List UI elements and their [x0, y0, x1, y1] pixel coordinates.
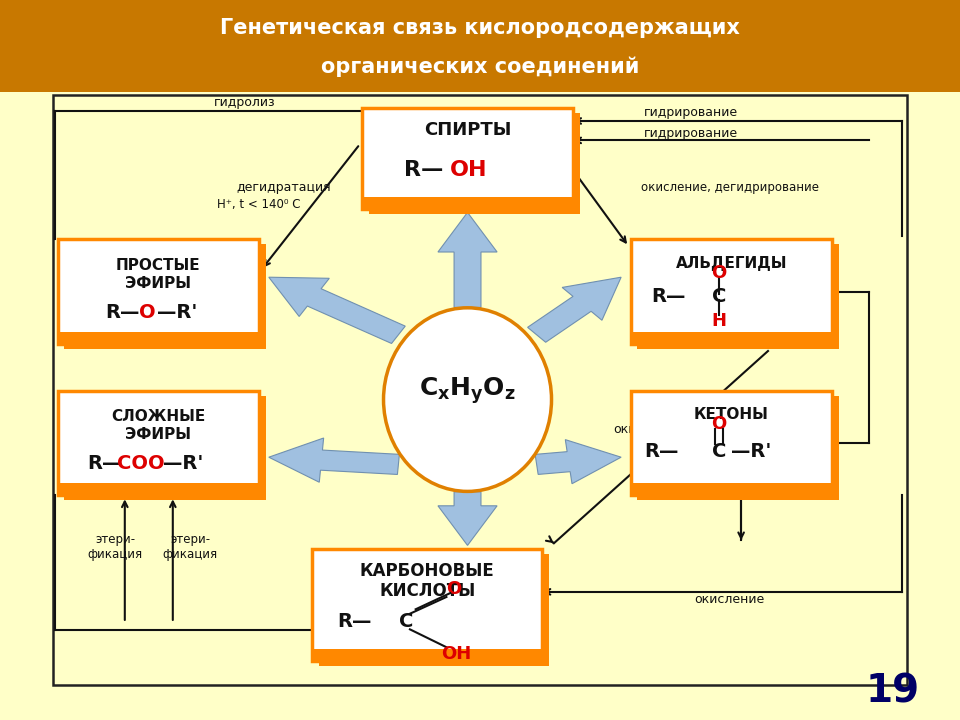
Text: OH: OH — [450, 161, 488, 181]
Text: этери-
фикация: этери- фикация — [162, 534, 218, 561]
Text: СЛОЖНЫЕ: СЛОЖНЫЕ — [111, 409, 205, 424]
Ellipse shape — [383, 308, 551, 492]
Bar — [631, 239, 832, 344]
Text: R—: R— — [404, 161, 444, 181]
Polygon shape — [269, 277, 405, 343]
Text: окисление, дегидрирование: окисление, дегидрирование — [641, 181, 819, 194]
Text: C: C — [399, 612, 413, 631]
Text: R—: R— — [644, 441, 679, 461]
Text: гидролиз: гидролиз — [214, 96, 276, 109]
Text: $\mathbf{C_xH_yO_z}$: $\mathbf{C_xH_yO_z}$ — [420, 376, 516, 406]
Polygon shape — [438, 492, 497, 546]
Text: 19: 19 — [866, 672, 920, 710]
Bar — [637, 245, 839, 349]
Text: H⁺, t < 140⁰ C: H⁺, t < 140⁰ C — [218, 198, 300, 211]
Text: O: O — [446, 580, 462, 598]
Bar — [64, 245, 266, 349]
Bar — [312, 549, 542, 661]
Text: КИСЛОТЫ: КИСЛОТЫ — [379, 582, 475, 600]
Text: этери-
фикация: этери- фикация — [87, 534, 143, 561]
Text: R—: R— — [651, 287, 685, 306]
Text: окисление: окисление — [613, 423, 684, 436]
Bar — [64, 396, 266, 500]
Bar — [362, 197, 573, 209]
Bar — [637, 396, 839, 500]
Polygon shape — [535, 440, 621, 484]
Text: окисление: окисление — [694, 593, 765, 606]
Bar — [58, 239, 259, 344]
Bar — [312, 649, 542, 661]
Bar — [369, 113, 580, 214]
Text: H: H — [711, 312, 727, 330]
Text: Генетическая связь кислородсодержащих: Генетическая связь кислородсодержащих — [220, 18, 740, 37]
Text: COO: COO — [117, 454, 165, 473]
Text: —R': —R' — [731, 441, 771, 461]
Text: гидрирование: гидрирование — [644, 127, 738, 140]
Bar — [0, 0, 960, 92]
Bar — [58, 332, 259, 344]
Text: ЭФИРЫ: ЭФИРЫ — [126, 427, 191, 442]
Bar — [362, 108, 573, 209]
Bar — [631, 484, 832, 495]
Bar — [631, 390, 832, 495]
Text: O: O — [711, 415, 727, 433]
Text: R—: R— — [105, 303, 139, 322]
Text: —R': —R' — [157, 303, 198, 322]
Text: O: O — [711, 264, 727, 282]
Bar — [53, 95, 907, 685]
Text: C: C — [712, 441, 726, 461]
Text: гидрирование: гидрирование — [644, 106, 738, 119]
Bar — [631, 332, 832, 344]
Text: R—: R— — [87, 454, 122, 473]
Text: СПИРТЫ: СПИРТЫ — [423, 121, 512, 139]
Text: C: C — [712, 287, 726, 306]
Text: дегидратация: дегидратация — [236, 181, 330, 194]
Text: ✕: ✕ — [682, 438, 698, 456]
Text: КАРБОНОВЫЕ: КАРБОНОВЫЕ — [360, 562, 494, 580]
Text: АЛЬДЕГИДЫ: АЛЬДЕГИДЫ — [676, 256, 787, 271]
Bar — [58, 484, 259, 495]
Bar — [319, 554, 549, 665]
Bar — [58, 390, 259, 495]
Text: ПРОСТЫЕ: ПРОСТЫЕ — [116, 258, 201, 273]
Text: КЕТОНЫ: КЕТОНЫ — [694, 407, 769, 422]
Text: R—: R— — [337, 612, 372, 631]
Text: органических соединений: органических соединений — [321, 56, 639, 76]
Polygon shape — [528, 277, 621, 342]
Polygon shape — [269, 438, 399, 482]
Text: OH: OH — [441, 645, 471, 663]
Text: O: O — [138, 303, 156, 322]
Text: —R': —R' — [163, 454, 204, 473]
Text: ЭФИРЫ: ЭФИРЫ — [126, 276, 191, 291]
Polygon shape — [438, 212, 497, 307]
